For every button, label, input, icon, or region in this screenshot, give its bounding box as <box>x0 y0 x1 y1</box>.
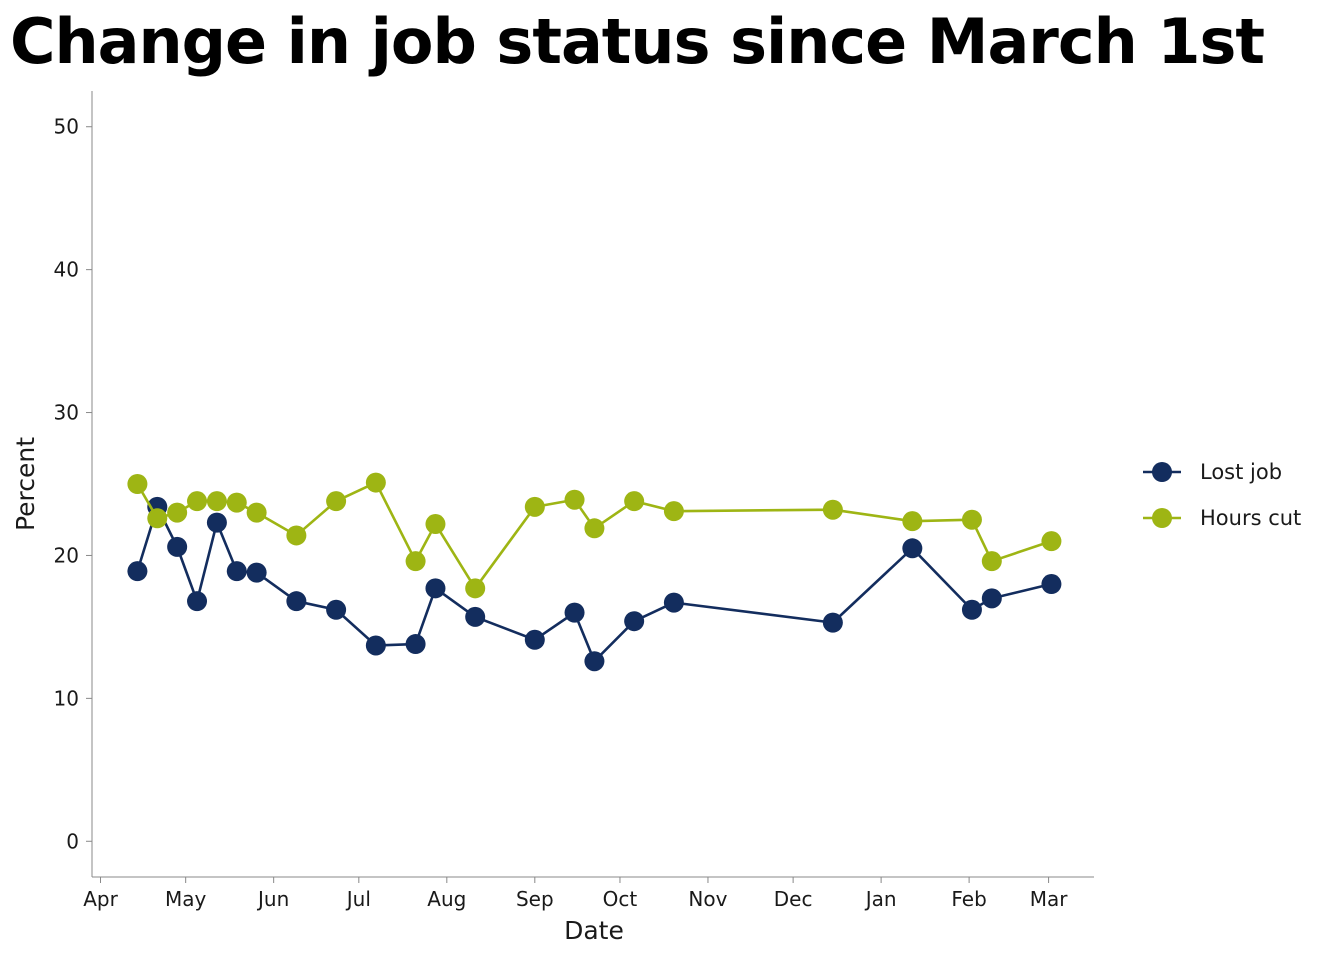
x-tick-label: Jul <box>345 887 371 911</box>
data-point <box>902 511 923 532</box>
data-point <box>564 489 585 510</box>
data-point <box>981 551 1002 572</box>
series-lost-job <box>127 496 1062 672</box>
legend-item: Hours cut <box>1143 506 1301 530</box>
data-point <box>425 578 446 599</box>
data-point <box>465 578 486 599</box>
series-hours-cut <box>127 472 1062 599</box>
data-point <box>246 502 267 523</box>
x-tick-label: Sep <box>516 887 554 911</box>
y-tick-label: 30 <box>54 401 79 425</box>
data-point <box>663 592 684 613</box>
data-point <box>405 634 426 655</box>
data-point <box>584 518 605 539</box>
data-point <box>147 508 168 529</box>
x-tick-label: Apr <box>83 887 118 911</box>
data-point <box>206 491 227 512</box>
data-point <box>405 551 426 572</box>
data-point <box>326 491 347 512</box>
legend-label: Lost job <box>1200 460 1282 484</box>
y-tick-label: 50 <box>54 115 79 139</box>
data-point <box>246 562 267 583</box>
legend-item: Lost job <box>1143 460 1282 484</box>
data-point <box>365 635 386 656</box>
data-point <box>425 514 446 535</box>
x-tick-label: Jan <box>864 887 897 911</box>
data-point <box>624 491 645 512</box>
data-point <box>167 536 188 557</box>
data-point <box>187 591 208 612</box>
x-tick-label: May <box>165 887 207 911</box>
x-axis-title: Date <box>564 916 624 945</box>
data-point <box>286 591 307 612</box>
legend: Lost job Hours cut <box>1143 460 1301 530</box>
data-point <box>226 561 247 582</box>
data-point <box>584 651 605 672</box>
y-tick-label: 0 <box>66 829 79 853</box>
data-point <box>127 474 148 494</box>
series-layer <box>127 472 1062 672</box>
x-tick-label: Jun <box>256 887 289 911</box>
data-point <box>524 496 545 517</box>
x-tick-label: Nov <box>688 887 727 911</box>
data-point <box>226 492 247 513</box>
data-point <box>187 491 208 512</box>
x-tick-label: Aug <box>427 887 466 911</box>
x-tick-label: Dec <box>774 887 813 911</box>
axes <box>91 91 1094 878</box>
data-point <box>365 472 386 493</box>
legend-swatch-marker <box>1152 462 1172 482</box>
data-point <box>902 538 923 559</box>
data-point <box>822 612 843 633</box>
data-point <box>167 502 188 523</box>
x-tick-label: Mar <box>1030 887 1069 911</box>
y-tick-label: 20 <box>54 543 79 567</box>
y-tick-label: 40 <box>54 258 79 282</box>
y-tick-label: 10 <box>54 686 79 710</box>
data-point <box>206 512 227 533</box>
x-tick-label: Oct <box>603 887 638 911</box>
data-point <box>822 499 843 520</box>
y-axis-title: Percent <box>11 437 40 531</box>
chart-title: Change in job status since March 1st <box>10 5 1265 78</box>
data-point <box>127 561 148 582</box>
data-point <box>663 501 684 522</box>
legend-label: Hours cut <box>1200 506 1301 530</box>
data-point <box>981 588 1002 609</box>
x-ticks: Apr May Jun Jul Aug Sep Oct Nov Dec Jan Feb Mar <box>83 877 1068 911</box>
data-point <box>564 602 585 623</box>
x-tick-label: Feb <box>951 887 986 911</box>
data-point <box>1041 574 1062 595</box>
data-point <box>961 599 982 620</box>
data-point <box>326 599 347 620</box>
data-point <box>286 525 307 546</box>
data-point <box>465 606 486 627</box>
y-ticks: 0 10 20 30 40 50 <box>54 115 92 853</box>
data-point <box>624 611 645 632</box>
data-point <box>961 509 982 530</box>
data-point <box>524 629 545 650</box>
legend-swatch-marker <box>1152 508 1172 528</box>
data-point <box>1041 531 1062 552</box>
